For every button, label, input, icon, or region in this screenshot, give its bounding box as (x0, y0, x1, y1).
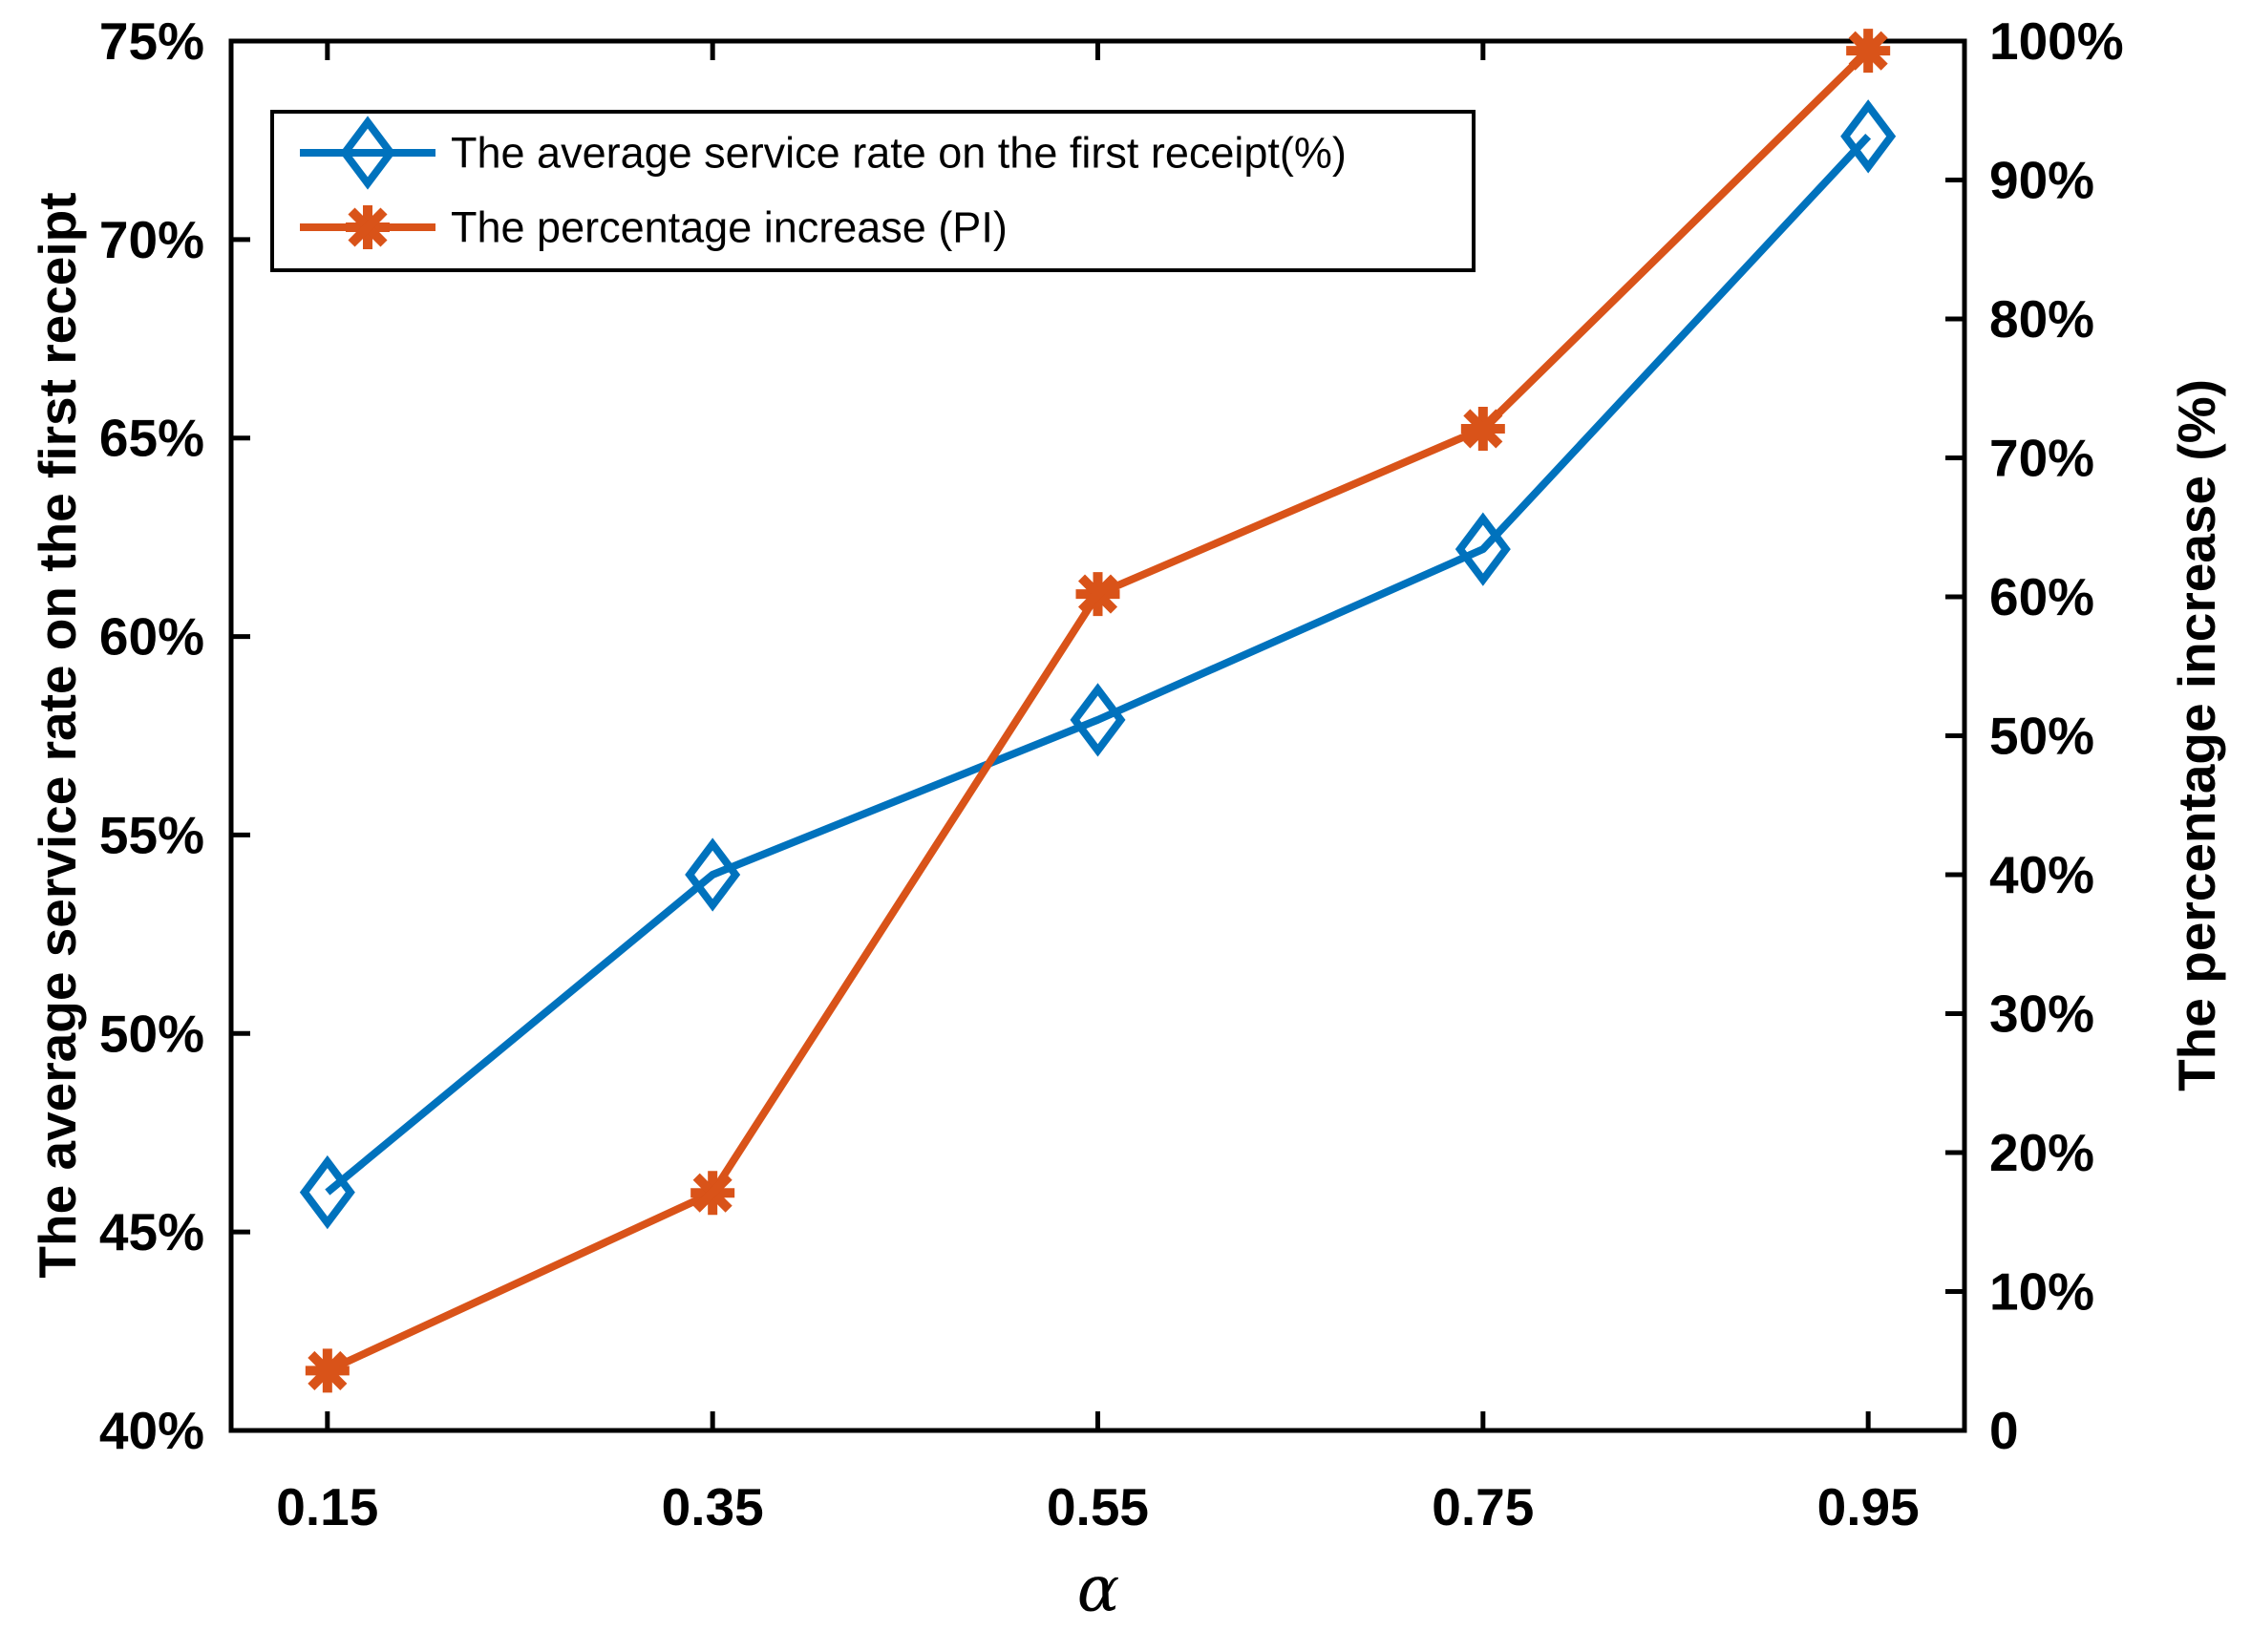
x-axis-tick-label: 0.35 (662, 1477, 764, 1536)
left-axis-tick-label: 40% (99, 1401, 204, 1460)
right-axis-tick-label: 40% (1989, 845, 2094, 904)
left-axis-tick-label: 75% (99, 11, 204, 71)
x-axis-label: α (1077, 1553, 1120, 1626)
left-axis-tick-label: 55% (99, 805, 204, 864)
right-axis-tick-label: 90% (1989, 151, 2094, 210)
legend-entry-label: The percentage increase (PI) (451, 203, 1008, 252)
right-axis-tick-label: 60% (1989, 567, 2094, 626)
data-point-marker (1075, 572, 1120, 617)
y-axis-label-left: The average service rate on the first re… (28, 192, 87, 1278)
series-line (325, 134, 1872, 1196)
right-axis-tick-label: 20% (1989, 1123, 2094, 1182)
right-axis-tick-label: 30% (1989, 985, 2094, 1044)
x-axis-tick-label: 0.55 (1047, 1477, 1149, 1536)
right-axis-tick-label: 50% (1989, 707, 2094, 766)
data-point-marker (346, 205, 390, 249)
legend: The average service rate on the first re… (270, 110, 1476, 272)
legend-entry-label: The average service rate on the first re… (451, 129, 1347, 178)
x-axis-tick-label: 0.95 (1817, 1477, 1920, 1536)
data-point-marker (299, 1154, 355, 1230)
right-axis-tick-label: 0 (1989, 1401, 2019, 1460)
x-axis-tick-label: 0.15 (276, 1477, 378, 1536)
right-axis-tick-label: 10% (1989, 1262, 2094, 1322)
right-axis-tick-label: 80% (1989, 289, 2094, 349)
left-axis-tick-label: 60% (99, 607, 204, 667)
left-axis-tick-label: 45% (99, 1202, 204, 1261)
left-axis-tick-label: 70% (99, 210, 204, 269)
data-point-marker (1070, 683, 1126, 757)
data-point-marker (1840, 99, 1897, 174)
series-layer (299, 29, 1897, 1393)
data-point-marker (305, 1348, 350, 1393)
legend-samples (300, 116, 435, 249)
data-point-marker (690, 1171, 735, 1216)
legend-box (270, 110, 1476, 272)
data-point-marker (1846, 29, 1891, 74)
left-axis-tick-label: 50% (99, 1004, 204, 1063)
data-point-marker (340, 116, 395, 190)
x-axis-tick-label: 0.75 (1432, 1477, 1534, 1536)
right-axis-tick-label: 70% (1989, 429, 2094, 488)
left-axis-tick-label: 65% (99, 409, 204, 468)
axes: 40% 45% 50% 55% 60% 65% 70% 75% 0 10% 20% 30% 40% 50%… (99, 11, 2124, 1536)
right-axis-tick-label: 100% (1989, 11, 2124, 71)
y-axis-label-right: The percentage increase (%) (2167, 379, 2226, 1091)
data-point-marker (1455, 512, 1511, 586)
data-point-marker (685, 837, 741, 912)
data-point-marker (1460, 406, 1505, 451)
